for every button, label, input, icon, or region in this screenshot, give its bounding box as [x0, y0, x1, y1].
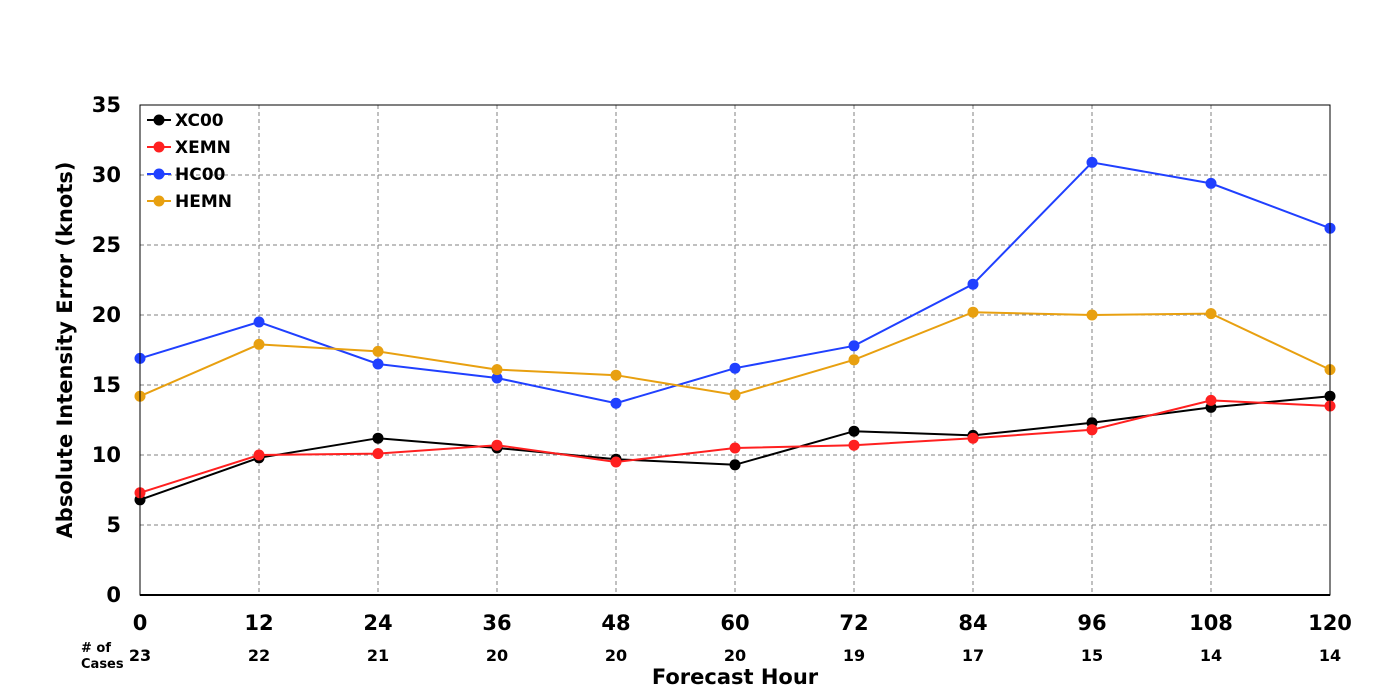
case-count-label: 14: [1200, 646, 1222, 665]
data-point: [491, 439, 503, 451]
legend-marker: [153, 168, 165, 180]
y-tick-label: 35: [92, 93, 121, 117]
x-axis-title: Forecast Hour: [652, 665, 819, 689]
data-point: [372, 358, 384, 370]
legend-item-hemn: HEMN: [147, 192, 232, 212]
data-point: [1205, 177, 1217, 189]
data-point: [1086, 156, 1098, 168]
case-count-label: 22: [248, 646, 270, 665]
case-count-label: 15: [1081, 646, 1103, 665]
case-count-label: 21: [367, 646, 389, 665]
data-point: [253, 316, 265, 328]
x-tick-label: 48: [601, 611, 630, 635]
data-point: [1086, 424, 1098, 436]
data-point: [372, 432, 384, 444]
data-point: [729, 459, 741, 471]
x-tick-label: 12: [244, 611, 273, 635]
legend-label: XEMN: [175, 138, 231, 158]
data-point: [967, 432, 979, 444]
data-point: [1205, 308, 1217, 320]
case-count-label: 17: [962, 646, 984, 665]
cases-header-line1: # of: [81, 641, 111, 656]
case-count-label: 20: [486, 646, 508, 665]
data-point: [253, 338, 265, 350]
y-tick-label: 5: [106, 513, 121, 537]
x-tick-label: 72: [839, 611, 868, 635]
y-tick-label: 20: [92, 303, 121, 327]
legend-item-hc00: HC00: [147, 165, 226, 185]
series-layer: [134, 156, 1336, 506]
case-count-label: 20: [724, 646, 746, 665]
series-xemn: [134, 394, 1336, 499]
legend-marker: [153, 141, 165, 153]
x-tick-label: 0: [133, 611, 148, 635]
data-point: [491, 364, 503, 376]
legend-label: XC00: [175, 111, 224, 131]
data-point: [372, 345, 384, 357]
y-tick-label: 25: [92, 233, 121, 257]
y-tick-label: 0: [106, 583, 121, 607]
x-tick-label: 84: [958, 611, 987, 635]
data-point: [1205, 394, 1217, 406]
cases-header-line2: Cases: [81, 657, 124, 672]
x-tick-label: 120: [1308, 611, 1352, 635]
data-point: [253, 449, 265, 461]
data-point: [610, 397, 622, 409]
case-count-label: 14: [1319, 646, 1341, 665]
y-tick-label: 30: [92, 163, 121, 187]
data-point: [729, 389, 741, 401]
data-point: [967, 306, 979, 318]
y-tick-label: 10: [92, 443, 121, 467]
y-tick-label: 15: [92, 373, 121, 397]
data-point: [967, 278, 979, 290]
case-count-label: 23: [129, 646, 151, 665]
data-point: [729, 442, 741, 454]
case-count-label: 20: [605, 646, 627, 665]
legend-item-xemn: XEMN: [147, 138, 231, 158]
tick-label-layer: 0 5 10 15 20 25 30 35 0 12 24 36 48 60 72 84 96 108 120: [92, 93, 1352, 635]
legend: XC00 XEMN HC00 HEMN: [147, 111, 232, 212]
x-tick-label: 24: [363, 611, 392, 635]
x-tick-label: 60: [720, 611, 749, 635]
x-tick-label: 96: [1077, 611, 1106, 635]
data-point: [848, 354, 860, 366]
data-point: [610, 456, 622, 468]
data-point: [491, 372, 503, 384]
legend-label: HC00: [175, 165, 226, 185]
legend-label: HEMN: [175, 192, 232, 212]
case-count-label: 19: [843, 646, 865, 665]
x-tick-label: 36: [482, 611, 511, 635]
data-point: [848, 439, 860, 451]
legend-item-xc00: XC00: [147, 111, 224, 131]
data-point: [372, 448, 384, 460]
legend-marker: [153, 114, 165, 126]
series-hemn: [134, 306, 1336, 402]
data-point: [729, 362, 741, 374]
axes-layer: [139, 104, 1331, 596]
legend-marker: [153, 195, 165, 207]
grid-layer: [140, 105, 1330, 595]
data-point: [610, 369, 622, 381]
x-tick-label: 108: [1189, 611, 1233, 635]
data-point: [1086, 309, 1098, 321]
y-axis-title: Absolute Intensity Error (knots): [53, 162, 77, 539]
data-point: [848, 425, 860, 437]
data-point: [848, 340, 860, 352]
case-count-row: # of Cases 23 22 21 20 20 20 19 17 15 14 14: [81, 641, 1341, 672]
